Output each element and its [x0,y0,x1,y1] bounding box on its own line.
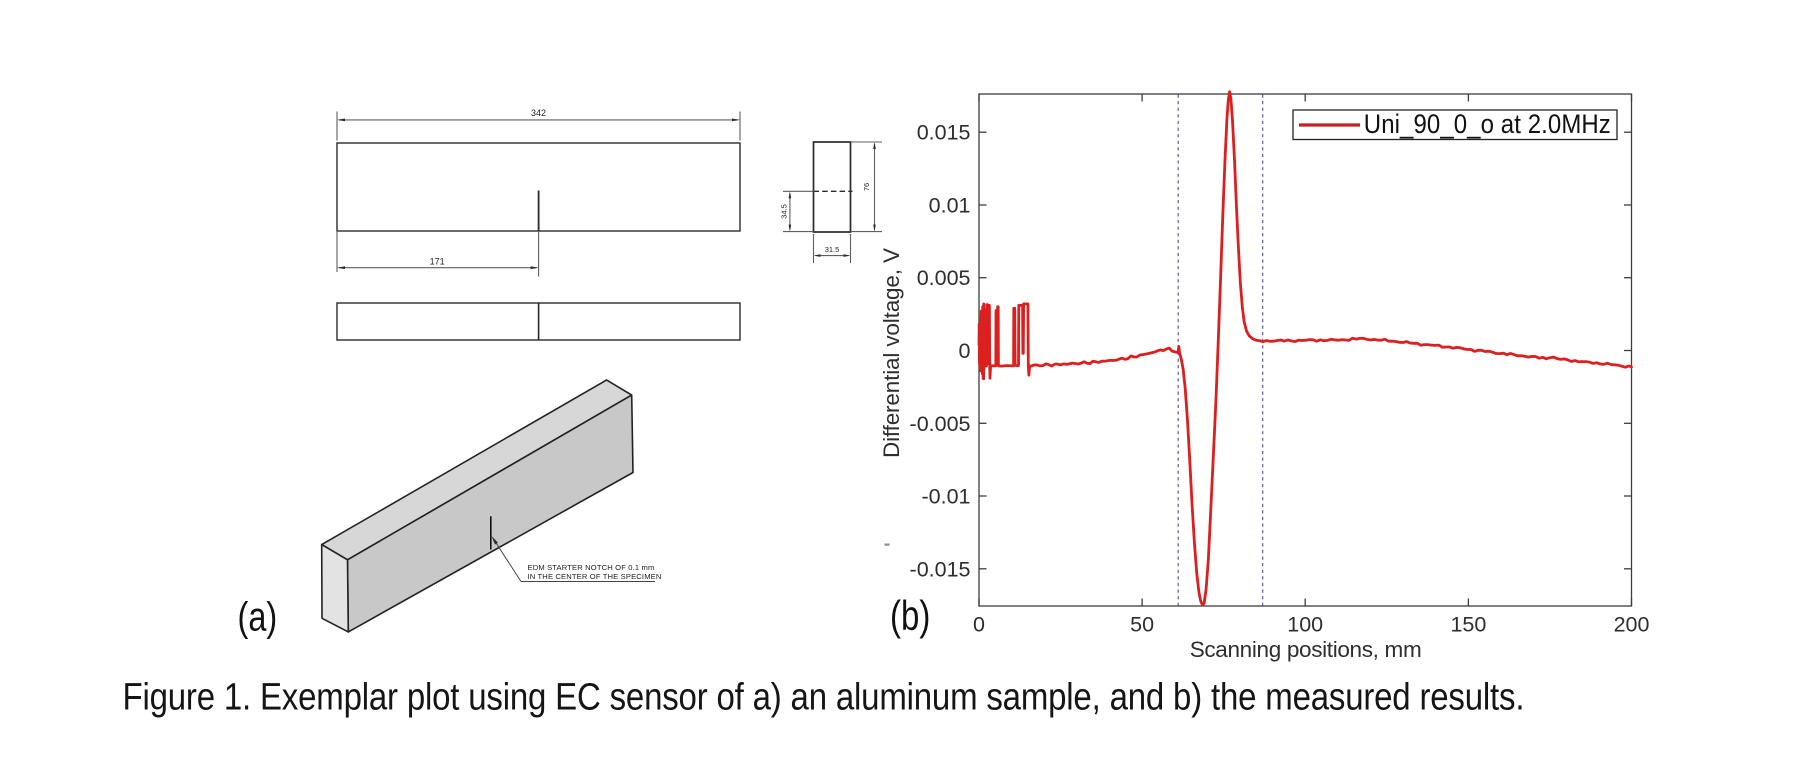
svg-text:(b): (b) [890,592,930,638]
svg-text:-0.005: -0.005 [910,412,971,436]
svg-text:0.015: 0.015 [917,121,971,145]
svg-text:(a): (a) [238,594,278,639]
svg-text:100: 100 [1287,613,1323,637]
svg-text:76: 76 [862,183,871,191]
svg-text:Uni_90_0_o at 2.0MHz: Uni_90_0_o at 2.0MHz [1364,110,1611,139]
svg-text:200: 200 [1614,613,1650,637]
svg-text:-0.015: -0.015 [910,557,971,581]
svg-text:-0.01: -0.01 [921,485,970,509]
svg-text:34.5: 34.5 [780,204,789,219]
svg-text:50: 50 [1130,613,1154,637]
svg-text:EDM STARTER NOTCH OF 0.1 mm: EDM STARTER NOTCH OF 0.1 mm [528,563,655,572]
svg-text:0.005: 0.005 [917,266,971,290]
svg-text:342: 342 [531,108,546,118]
svg-text:Differential voltage, V: Differential voltage, V [879,248,904,458]
svg-text:IN THE CENTER OF THE SPECIMEN: IN THE CENTER OF THE SPECIMEN [528,572,662,581]
svg-text:0: 0 [973,613,985,637]
svg-text:150: 150 [1450,613,1486,637]
svg-text:31.5: 31.5 [825,245,840,254]
svg-text:0: 0 [959,339,971,363]
svg-text:171: 171 [430,257,445,267]
svg-text:0.01: 0.01 [929,194,971,218]
svg-text:Scanning positions, mm: Scanning positions, mm [1190,637,1422,662]
svg-text:Figure 1. Exemplar plot using: Figure 1. Exemplar plot using EC sensor … [123,676,1525,719]
